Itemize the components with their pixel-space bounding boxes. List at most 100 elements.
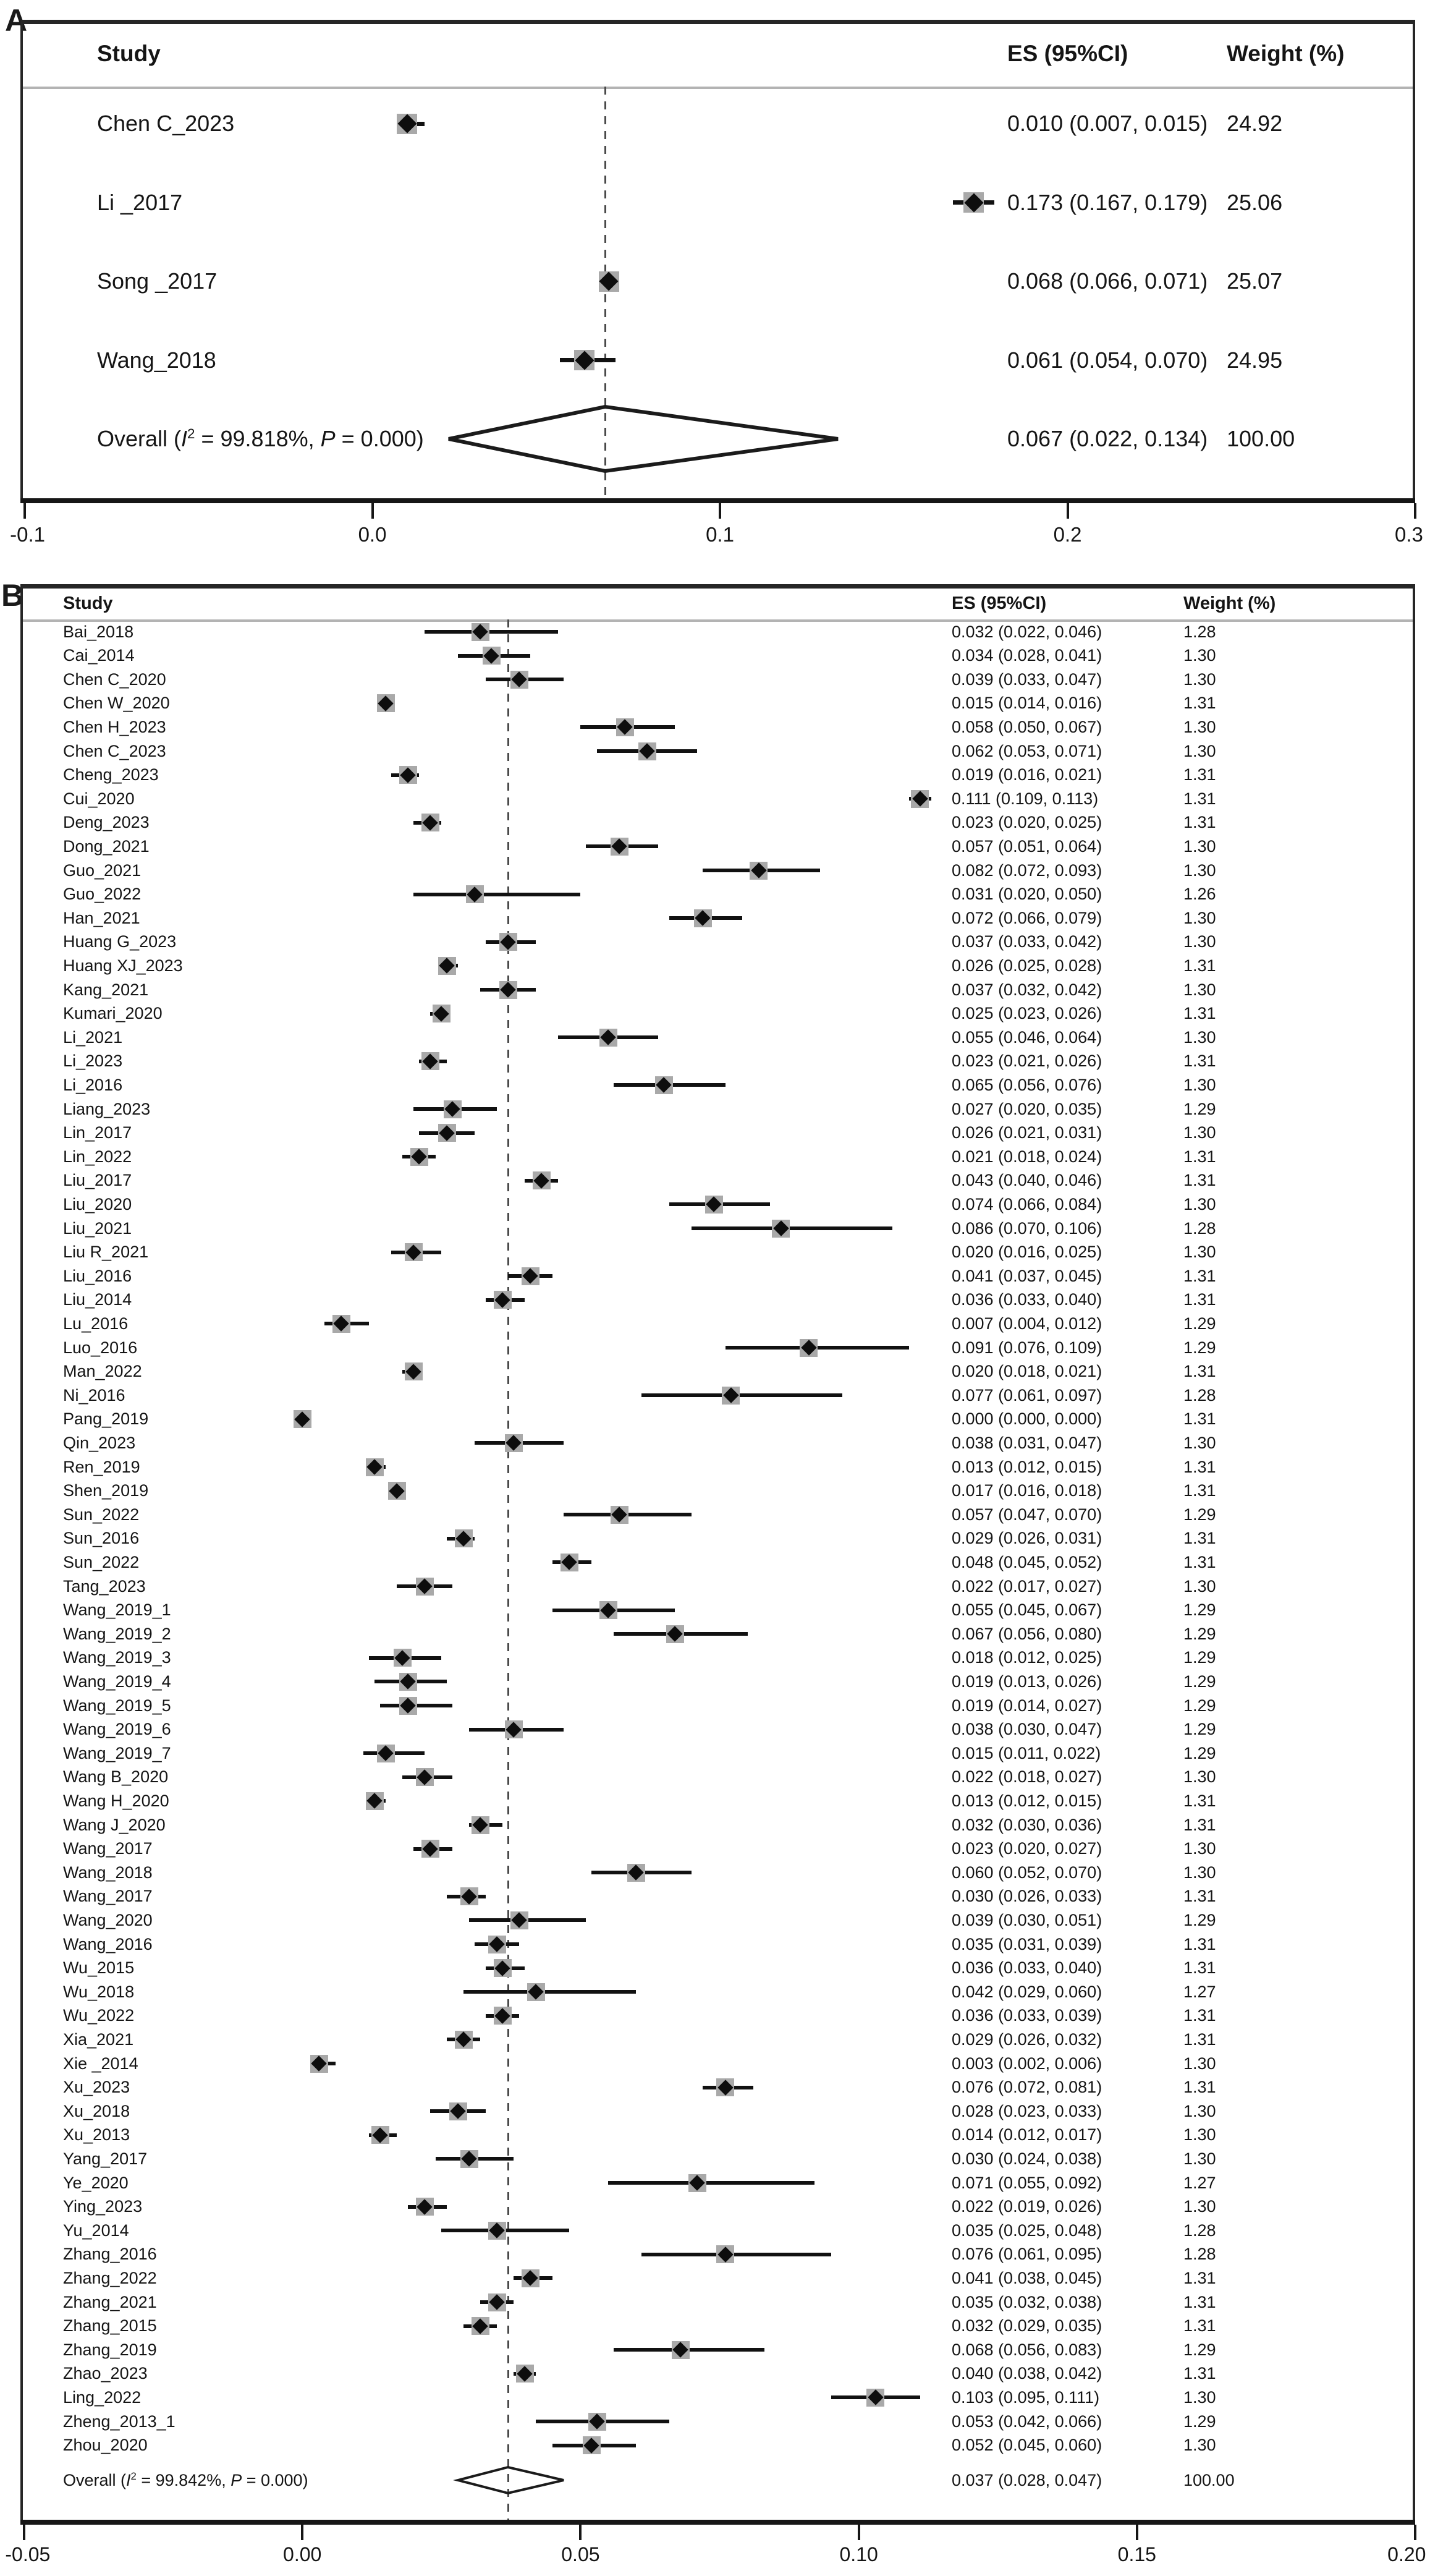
weight-value: 1.30 xyxy=(1183,1839,1216,1858)
weight-value: 1.30 xyxy=(1183,1863,1216,1882)
panel-b-header-separator xyxy=(23,619,1413,622)
weight-value: 1.28 xyxy=(1183,1385,1216,1405)
overall-label-part: I xyxy=(126,2470,131,2489)
es-value: 0.057 (0.047, 0.070) xyxy=(952,1505,1102,1524)
study-label: Lin_2017 xyxy=(63,1123,132,1142)
es-value: 0.067 (0.056, 0.080) xyxy=(952,1624,1102,1643)
study-label: Zhang_2016 xyxy=(63,2245,157,2264)
overall-label-part: P xyxy=(231,2470,242,2489)
study-label: Wu_2018 xyxy=(63,1982,135,2001)
es-value: 0.036 (0.033, 0.040) xyxy=(952,1958,1102,1978)
es-value: 0.068 (0.056, 0.083) xyxy=(952,2340,1102,2359)
weight-value: 1.31 xyxy=(1183,1791,1216,1810)
overall-label-part: 2 xyxy=(130,2470,137,2482)
weight-value: 1.31 xyxy=(1183,2316,1216,2336)
study-label: Luo_2016 xyxy=(63,1338,138,1357)
study-label: Chen C_2023 xyxy=(97,111,235,136)
overall-label-part: Overall ( xyxy=(63,2470,127,2489)
study-label: Cai_2014 xyxy=(63,646,135,665)
es-value: 0.072 (0.066, 0.079) xyxy=(952,908,1102,927)
es-value: 0.039 (0.033, 0.047) xyxy=(952,670,1102,689)
es-value: 0.034 (0.028, 0.041) xyxy=(952,646,1102,665)
axis-tick xyxy=(371,503,374,519)
weight-value: 1.30 xyxy=(1183,1767,1216,1787)
axis-tick-label: -0.05 xyxy=(5,2543,51,2565)
study-label: Wu_2022 xyxy=(63,2006,135,2025)
axis-tick-label: 0.05 xyxy=(561,2543,600,2565)
study-label: Liu_2017 xyxy=(63,1171,132,1190)
study-label: Wang_2019_2 xyxy=(63,1624,171,1643)
weight-value: 1.31 xyxy=(1183,1887,1216,1906)
study-label: Yang_2017 xyxy=(63,2149,148,2168)
es-value: 0.013 (0.012, 0.015) xyxy=(952,1791,1102,1810)
es-value: 0.071 (0.055, 0.092) xyxy=(952,2173,1102,2192)
es-value: 0.091 (0.076, 0.109) xyxy=(952,1338,1102,1357)
es-value: 0.026 (0.025, 0.028) xyxy=(952,956,1102,975)
study-label: Guo_2021 xyxy=(63,861,142,880)
study-label: Tang_2023 xyxy=(63,1576,146,1596)
study-label: Xie _2014 xyxy=(63,2054,138,2073)
overall-label-part: 2 xyxy=(187,426,195,441)
weight-value: 1.31 xyxy=(1183,1457,1216,1476)
overall-es-value: 0.037 (0.028, 0.047) xyxy=(952,2470,1102,2489)
weight-value: 1.31 xyxy=(1183,2292,1216,2311)
weight-value: 1.31 xyxy=(1183,1266,1216,1285)
ci-line xyxy=(641,1393,842,1398)
es-value: 0.048 (0.045, 0.052) xyxy=(952,1552,1102,1571)
axis-tick-label: 0.0 xyxy=(358,523,387,546)
weight-value: 1.29 xyxy=(1183,1600,1216,1620)
weight-value: 1.30 xyxy=(1183,932,1216,951)
es-value: 0.077 (0.061, 0.097) xyxy=(952,1385,1102,1405)
study-label: Wang_2019_7 xyxy=(63,1743,171,1762)
ci-line xyxy=(692,1226,892,1230)
axis-tick xyxy=(579,2525,582,2540)
es-value: 0.022 (0.019, 0.026) xyxy=(952,2197,1102,2216)
weight-value: 1.31 xyxy=(1183,2078,1216,2097)
weight-value: 1.31 xyxy=(1183,694,1216,713)
weight-value: 1.30 xyxy=(1183,2197,1216,2216)
study-label: Xu_2023 xyxy=(63,2078,130,2097)
overall-label: Overall (I2 = 99.842%, P = 0.000) xyxy=(63,2470,308,2489)
es-value: 0.018 (0.012, 0.025) xyxy=(952,1648,1102,1667)
es-value: 0.032 (0.029, 0.035) xyxy=(952,2316,1102,2336)
es-value: 0.086 (0.070, 0.106) xyxy=(952,1218,1102,1238)
weight-value: 1.31 xyxy=(1183,2030,1216,2049)
study-label: Guo_2022 xyxy=(63,885,142,904)
weight-value: 1.29 xyxy=(1183,1099,1216,1118)
study-label: Li_2023 xyxy=(63,1052,123,1071)
axis-tick-label: 0.15 xyxy=(1117,2543,1156,2565)
weight-value: 1.31 xyxy=(1183,765,1216,784)
weight-value: 1.28 xyxy=(1183,2245,1216,2264)
es-value: 0.021 (0.018, 0.024) xyxy=(952,1147,1102,1166)
weight-value: 1.30 xyxy=(1183,2054,1216,2073)
axis-tick-label: 0.00 xyxy=(283,2543,322,2565)
panel-b-overall-dashed-line xyxy=(507,619,509,2522)
es-value: 0.019 (0.014, 0.027) xyxy=(952,1696,1102,1715)
es-value: 0.015 (0.011, 0.022) xyxy=(952,1743,1101,1762)
study-label: Wang_2019_6 xyxy=(63,1720,171,1739)
study-label: Cheng_2023 xyxy=(63,765,159,784)
es-value: 0.003 (0.002, 0.006) xyxy=(952,2054,1102,2073)
study-label: Wang J_2020 xyxy=(63,1815,166,1834)
weight-value: 1.29 xyxy=(1183,1624,1216,1643)
weight-value: 1.30 xyxy=(1183,2436,1216,2455)
panel-b-column-header-es: ES (95%CI) xyxy=(952,593,1047,613)
weight-value: 1.29 xyxy=(1183,1314,1216,1333)
es-value: 0.055 (0.046, 0.064) xyxy=(952,1027,1102,1047)
weight-value: 1.30 xyxy=(1183,2387,1216,2407)
weight-value: 24.92 xyxy=(1227,111,1283,136)
study-label: Wang_2019_3 xyxy=(63,1648,171,1667)
axis-tick xyxy=(23,2525,25,2540)
overall-label-part: = 99.842%, xyxy=(136,2470,231,2489)
study-label: Xia_2021 xyxy=(63,2030,134,2049)
es-value: 0.065 (0.056, 0.076) xyxy=(952,1075,1102,1094)
weight-value: 1.31 xyxy=(1183,1815,1216,1834)
es-value: 0.111 (0.109, 0.113) xyxy=(952,789,1099,808)
study-label: Liu_2014 xyxy=(63,1290,132,1309)
weight-value: 1.31 xyxy=(1183,1147,1216,1166)
es-value: 0.035 (0.025, 0.048) xyxy=(952,2221,1102,2240)
weight-value: 1.28 xyxy=(1183,2221,1216,2240)
weight-value: 1.28 xyxy=(1183,1218,1216,1238)
axis-tick-label: 0.3 xyxy=(1394,523,1423,546)
